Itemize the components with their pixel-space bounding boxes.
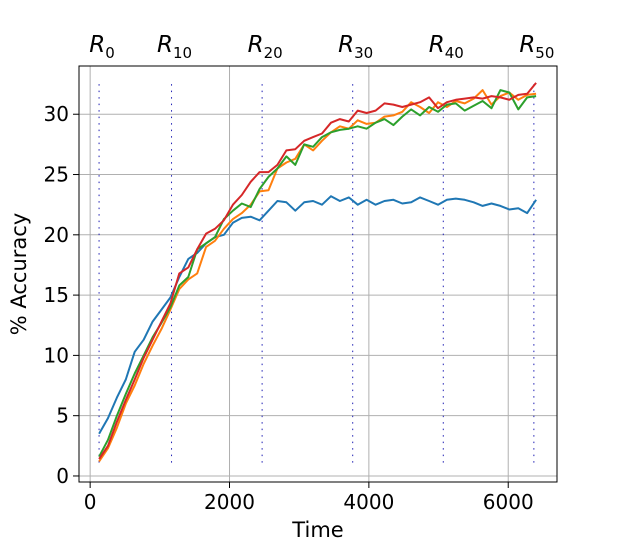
y-tick-label: 5 (56, 404, 69, 428)
series-line-orange (98, 89, 537, 463)
round-marker-lines (98, 84, 535, 464)
grid-lines (79, 66, 557, 482)
round-label: R0 (89, 32, 115, 62)
x-tick-label: 0 (84, 490, 97, 514)
round-label: R20 (248, 32, 283, 62)
x-tick-label: 4000 (343, 490, 394, 514)
x-axis-title: Time (291, 518, 343, 540)
y-axis-title: % Accuracy (7, 213, 31, 336)
series-line-green (98, 89, 537, 458)
y-tick-label: 15 (44, 283, 69, 307)
x-tick-label: 6000 (483, 490, 534, 514)
y-tick-label: 30 (44, 102, 69, 126)
x-tick-label: 2000 (204, 490, 255, 514)
axis-ticks: 0 2000 4000 6000 0 5 10 15 20 25 30 (44, 102, 534, 514)
y-tick-label: 0 (56, 464, 69, 488)
y-tick-label: 25 (44, 163, 69, 187)
round-label: R40 (429, 32, 464, 62)
series-line-blue (98, 195, 537, 435)
round-label: R10 (157, 32, 192, 62)
round-label: R50 (519, 32, 554, 62)
round-label: R30 (338, 32, 373, 62)
y-tick-label: 10 (44, 343, 69, 367)
y-tick-label: 20 (44, 223, 69, 247)
round-labels: R0 R10 R20 R30 R40 R50 (89, 32, 554, 62)
data-series (98, 82, 537, 463)
series-line-red (98, 82, 537, 460)
plot-frame (78, 65, 558, 483)
